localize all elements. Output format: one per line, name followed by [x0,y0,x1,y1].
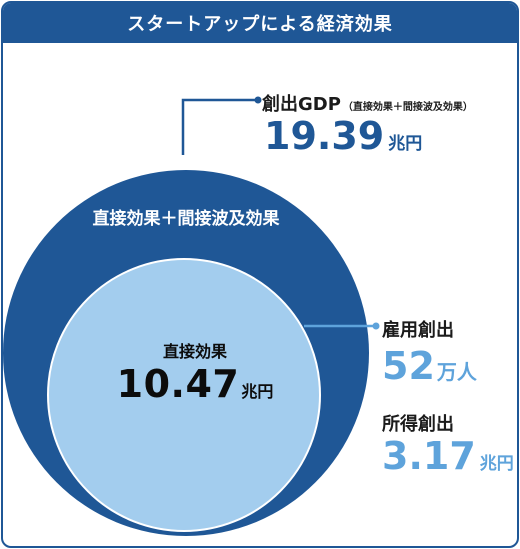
gdp-value-number: 19.39 [264,114,385,158]
inner-circle [47,258,321,532]
gdp-label-main: 創出GDP [262,94,341,115]
income-value: 3.17 兆円 [382,434,514,478]
gdp-value: 19.39 兆円 [264,114,422,158]
inner-circle-value: 10.47 兆円 [80,362,310,406]
gdp-label: 創出GDP （直接効果＋間接波及効果） [262,90,473,116]
diagram-title: スタートアップによる経済効果 [127,14,393,35]
employment-value: 52 万人 [382,344,477,388]
inner-value-number: 10.47 [116,362,240,406]
employment-value-number: 52 [382,344,435,388]
gdp-value-unit: 兆円 [388,134,423,154]
inner-value-unit: 兆円 [241,382,274,401]
income-value-unit: 兆円 [479,454,514,474]
gdp-label-sub: （直接効果＋間接波及効果） [342,102,473,113]
inner-circle-label: 直接効果 [162,342,227,361]
title-bar: スタートアップによる経済効果 [3,3,517,43]
income-label: 所得創出 [382,414,454,435]
income-value-number: 3.17 [382,434,476,478]
gdp-connector-dot [254,96,262,104]
gdp-connector-line [181,98,258,155]
employment-value-unit: 万人 [436,360,477,384]
employment-connector-dot [372,322,380,330]
outer-circle-label: 直接効果＋間接波及効果 [92,209,280,229]
employment-label: 雇用創出 [382,320,454,341]
